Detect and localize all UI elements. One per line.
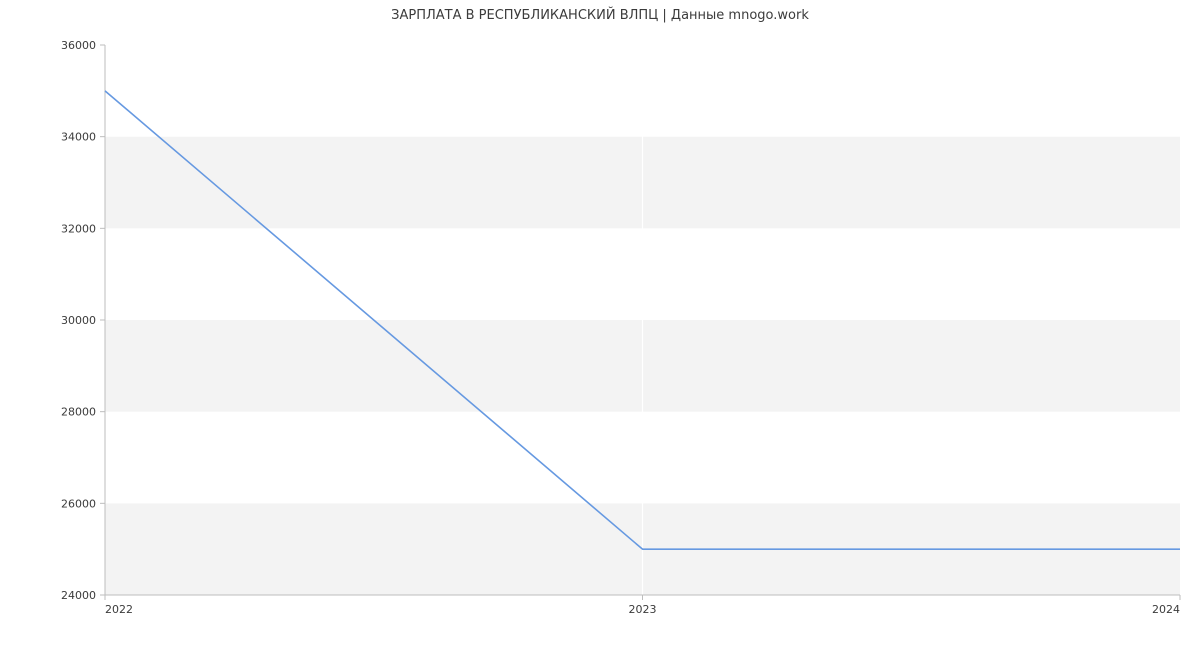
y-tick-label: 34000	[61, 131, 96, 144]
x-tick-label: 2022	[105, 603, 133, 616]
chart-title: ЗАРПЛАТА В РЕСПУБЛИКАНСКИЙ ВЛПЦ | Данные…	[0, 8, 1200, 23]
y-tick-label: 32000	[61, 222, 96, 235]
y-tick-label: 28000	[61, 406, 96, 419]
y-tick-label: 36000	[61, 39, 96, 52]
y-tick-label: 30000	[61, 314, 96, 327]
y-tick-label: 26000	[61, 497, 96, 510]
salary-line-chart: ЗАРПЛАТА В РЕСПУБЛИКАНСКИЙ ВЛПЦ | Данные…	[0, 0, 1200, 650]
chart-svg: 24000 26000 28000 30000 32000 34000 36000 2022 2…	[0, 0, 1200, 650]
x-tick-label: 2023	[629, 603, 657, 616]
x-tick-label: 2024	[1152, 603, 1180, 616]
y-tick-label: 24000	[61, 589, 96, 602]
